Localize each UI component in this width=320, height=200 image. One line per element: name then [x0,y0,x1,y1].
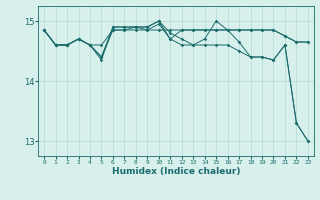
X-axis label: Humidex (Indice chaleur): Humidex (Indice chaleur) [112,167,240,176]
